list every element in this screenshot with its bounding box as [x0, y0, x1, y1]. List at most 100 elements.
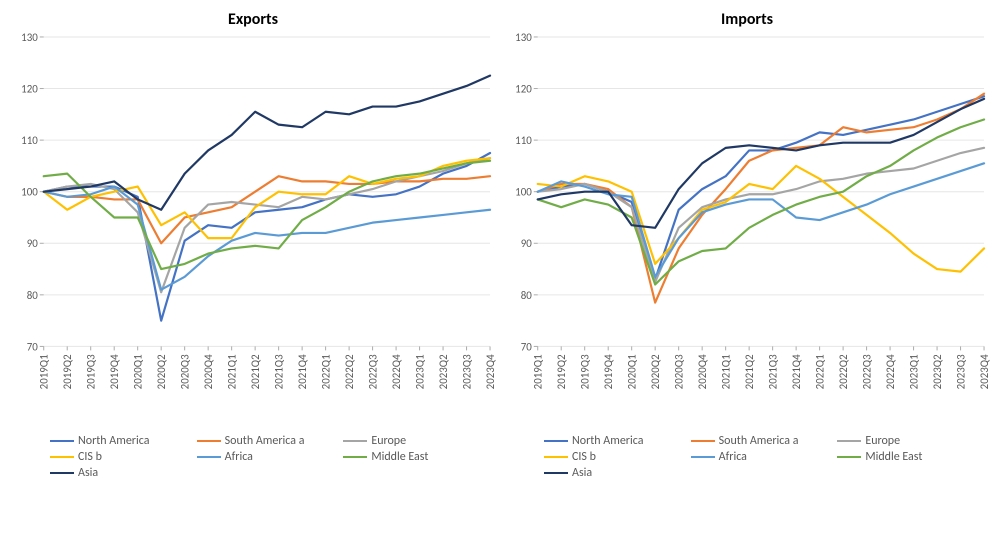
- legend-item-asia: Asia: [544, 466, 687, 480]
- series-middle_east: [44, 161, 490, 269]
- svg-text:80: 80: [521, 289, 533, 302]
- legend-item-middle_east: Middle East: [837, 450, 980, 464]
- legend-label: Middle East: [865, 450, 922, 464]
- svg-text:2019Q1: 2019Q1: [38, 354, 51, 389]
- svg-text:2022Q4: 2022Q4: [884, 354, 897, 389]
- svg-text:2021Q4: 2021Q4: [790, 354, 803, 389]
- svg-text:70: 70: [521, 340, 533, 353]
- svg-text:120: 120: [515, 83, 532, 96]
- chart-legend: North America South America a Europe CIS b A…: [544, 434, 980, 480]
- svg-text:2022Q4: 2022Q4: [390, 354, 403, 389]
- svg-text:2022Q3: 2022Q3: [367, 354, 380, 389]
- series-africa: [44, 187, 490, 290]
- svg-text:2019Q2: 2019Q2: [61, 354, 74, 389]
- legend-swatch: [691, 440, 715, 442]
- svg-text:2020Q4: 2020Q4: [696, 354, 709, 389]
- svg-text:110: 110: [21, 134, 38, 147]
- svg-text:2019Q4: 2019Q4: [602, 354, 615, 389]
- svg-text:2020Q2: 2020Q2: [649, 354, 662, 389]
- svg-text:2021Q3: 2021Q3: [767, 354, 780, 389]
- chart-legend: North America South America a Europe CIS b A…: [50, 434, 486, 480]
- legend-swatch: [837, 440, 861, 442]
- chart-title: Imports: [504, 10, 990, 29]
- legend-label: South America a: [719, 434, 799, 448]
- svg-text:2020Q4: 2020Q4: [202, 354, 215, 389]
- legend-swatch: [544, 472, 568, 474]
- legend-swatch: [544, 440, 568, 442]
- svg-text:90: 90: [521, 237, 533, 250]
- chart-title: Exports: [10, 10, 496, 29]
- svg-text:2022Q2: 2022Q2: [837, 354, 850, 389]
- svg-text:100: 100: [515, 186, 532, 199]
- legend-swatch: [50, 440, 74, 442]
- svg-text:2022Q2: 2022Q2: [343, 354, 356, 389]
- legend-item-south_america: South America a: [197, 434, 340, 448]
- svg-text:2020Q2: 2020Q2: [155, 354, 168, 389]
- svg-text:2023Q1: 2023Q1: [414, 354, 427, 389]
- svg-text:2020Q3: 2020Q3: [673, 354, 686, 389]
- svg-text:70: 70: [27, 340, 39, 353]
- svg-text:2019Q4: 2019Q4: [108, 354, 121, 389]
- svg-text:2019Q1: 2019Q1: [532, 354, 545, 389]
- legend-item-europe: Europe: [343, 434, 486, 448]
- svg-text:2023Q3: 2023Q3: [955, 354, 968, 389]
- svg-text:2021Q1: 2021Q1: [720, 354, 733, 389]
- svg-text:2022Q1: 2022Q1: [320, 354, 333, 389]
- charts-container: Exports 70 80 90 100 110 120 130 2019Q1 2019Q2 201…: [10, 10, 990, 480]
- legend-swatch: [544, 456, 568, 458]
- svg-text:100: 100: [21, 186, 38, 199]
- legend-label: Europe: [371, 434, 406, 448]
- svg-text:2021Q2: 2021Q2: [743, 354, 756, 389]
- svg-text:2021Q2: 2021Q2: [249, 354, 262, 389]
- legend-item-europe: Europe: [837, 434, 980, 448]
- series-europe: [538, 148, 984, 282]
- svg-text:2022Q1: 2022Q1: [814, 354, 827, 389]
- svg-text:130: 130: [515, 33, 532, 44]
- svg-text:2023Q4: 2023Q4: [978, 354, 990, 389]
- legend-item-cis: CIS b: [50, 450, 193, 464]
- svg-text:2022Q3: 2022Q3: [861, 354, 874, 389]
- legend-swatch: [197, 440, 221, 442]
- legend-swatch: [691, 456, 715, 458]
- svg-text:2019Q2: 2019Q2: [555, 354, 568, 389]
- series-europe: [44, 158, 490, 292]
- svg-text:80: 80: [27, 289, 39, 302]
- legend-swatch: [50, 456, 74, 458]
- svg-text:2019Q3: 2019Q3: [85, 354, 98, 389]
- legend-swatch: [837, 456, 861, 458]
- svg-text:2020Q1: 2020Q1: [626, 354, 639, 389]
- svg-text:90: 90: [27, 237, 39, 250]
- series-south_america: [538, 94, 984, 303]
- legend-label: North America: [78, 434, 149, 448]
- svg-text:2021Q1: 2021Q1: [226, 354, 239, 389]
- svg-text:2019Q3: 2019Q3: [579, 354, 592, 389]
- series-asia: [44, 76, 490, 210]
- series-cis: [538, 166, 984, 272]
- legend-swatch: [197, 456, 221, 458]
- svg-text:2023Q1: 2023Q1: [908, 354, 921, 389]
- legend-label: Asia: [78, 466, 98, 480]
- svg-text:2023Q3: 2023Q3: [461, 354, 474, 389]
- series-north_america: [44, 153, 490, 321]
- svg-text:2020Q1: 2020Q1: [132, 354, 145, 389]
- legend-item-south_america: South America a: [691, 434, 834, 448]
- svg-text:2020Q3: 2020Q3: [179, 354, 192, 389]
- legend-item-middle_east: Middle East: [343, 450, 486, 464]
- legend-item-africa: Africa: [197, 450, 340, 464]
- legend-label: Europe: [865, 434, 900, 448]
- legend-label: South America a: [225, 434, 305, 448]
- legend-label: Africa: [719, 450, 747, 464]
- legend-swatch: [50, 472, 74, 474]
- legend-item-cis: CIS b: [544, 450, 687, 464]
- series-middle_east: [538, 119, 984, 284]
- legend-label: Middle East: [371, 450, 428, 464]
- svg-text:130: 130: [21, 33, 38, 44]
- svg-text:2023Q4: 2023Q4: [484, 354, 496, 389]
- legend-swatch: [343, 456, 367, 458]
- legend-label: CIS b: [572, 450, 596, 464]
- legend-item-north_america: North America: [544, 434, 687, 448]
- svg-text:2023Q2: 2023Q2: [931, 354, 944, 389]
- svg-text:110: 110: [515, 134, 532, 147]
- legend-label: North America: [572, 434, 643, 448]
- svg-text:2021Q4: 2021Q4: [296, 354, 309, 389]
